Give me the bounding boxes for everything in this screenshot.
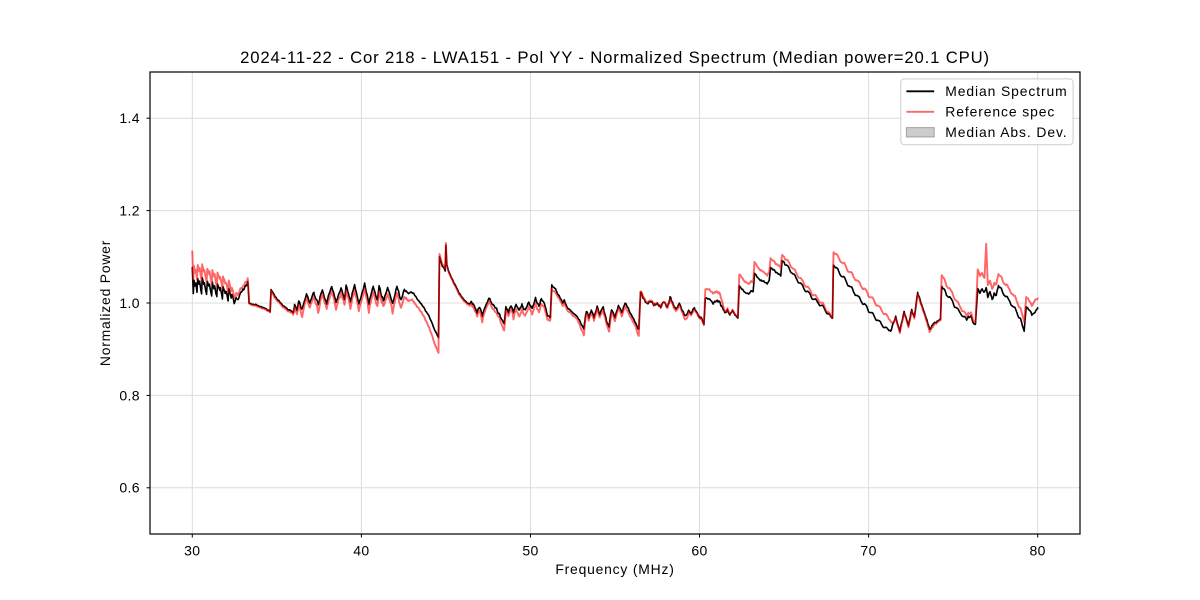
- svg-text:50: 50: [522, 543, 538, 559]
- svg-text:60: 60: [691, 543, 707, 559]
- svg-text:Normalized Power: Normalized Power: [97, 240, 113, 366]
- svg-text:30: 30: [184, 543, 200, 559]
- svg-text:2024-11-22 - Cor 218 - LWA151: 2024-11-22 - Cor 218 - LWA151 - Pol YY -…: [240, 48, 990, 67]
- svg-text:Median Abs. Dev.: Median Abs. Dev.: [945, 124, 1067, 140]
- svg-text:0.6: 0.6: [119, 480, 140, 496]
- svg-text:80: 80: [1030, 543, 1046, 559]
- svg-text:Median Spectrum: Median Spectrum: [945, 83, 1067, 99]
- svg-text:1.0: 1.0: [119, 295, 140, 311]
- svg-text:1.4: 1.4: [119, 110, 140, 126]
- svg-text:0.8: 0.8: [119, 387, 140, 403]
- svg-text:70: 70: [860, 543, 876, 559]
- svg-text:40: 40: [353, 543, 369, 559]
- svg-text:Frequency (MHz): Frequency (MHz): [555, 561, 674, 577]
- svg-text:Reference spec: Reference spec: [945, 104, 1055, 120]
- svg-text:1.2: 1.2: [119, 203, 140, 219]
